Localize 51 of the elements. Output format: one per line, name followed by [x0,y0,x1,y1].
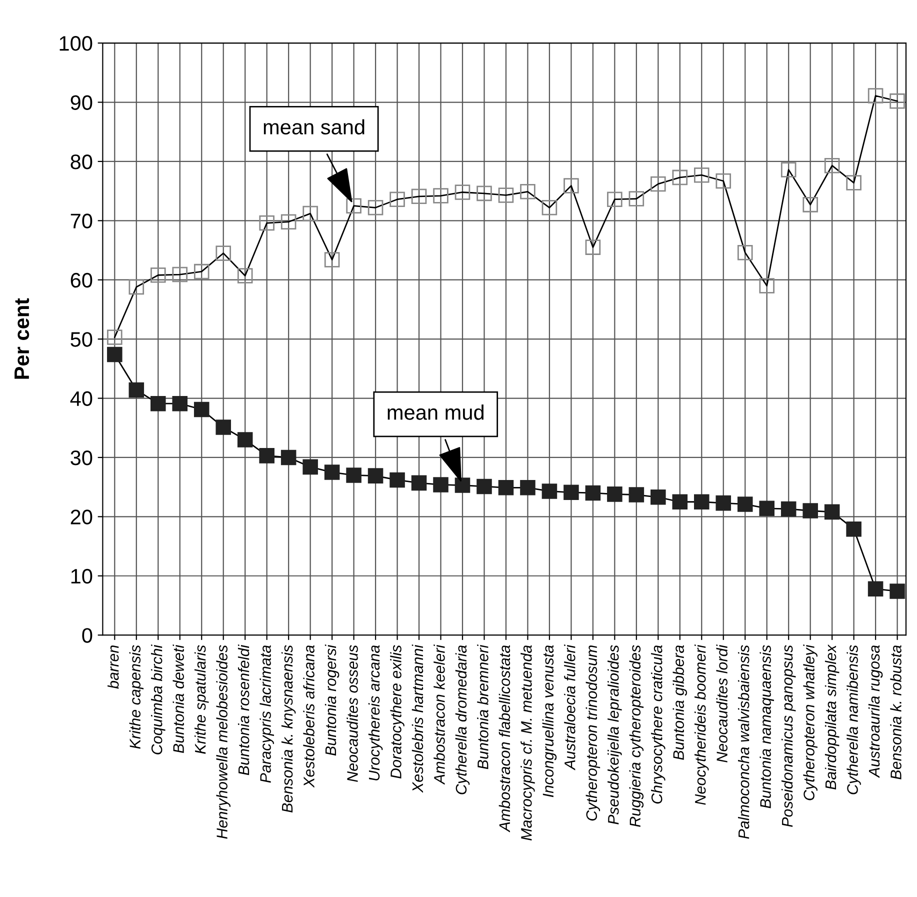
x-tick-label: Buntonia bremneri [477,644,488,770]
x-tick-label: Ambostracon keeleri [434,644,445,785]
x-tick-label: Neocaudites lordi [716,644,728,762]
y-tick-label: 0 [82,628,92,643]
y-tick-label: 20 [70,510,92,524]
x-tick-label: Chrysocythere craticula [651,645,666,804]
x-tick-label: Cytheropteron whatleyi [803,644,818,800]
y-tick-label: 90 [70,95,92,110]
x-tick-label: Krithe spatularis [194,645,209,754]
x-tick-label: Buntonia rosenfeldi [238,644,250,776]
x-tick-label: Bensonia k. robusta [890,645,902,780]
x-tick-label: Urocythereis arcana [368,645,383,780]
x-tick-label: Poseidonamicus panopsus [781,645,796,827]
y-tick-label: 100 [60,36,92,51]
x-tick-label: Neocytherideis boomeri [694,644,709,805]
annotation: mean sand [264,119,364,134]
x-tick-label: Xestoleberis africana [303,645,314,788]
x-tick-label: Buntonia deweti [172,644,184,754]
x-tick-label: Buntonia gibbera [672,645,688,760]
x-tick-label: barren [108,645,119,689]
x-tick-label: Neocaudites osseus [346,645,358,782]
y-tick-label: 30 [70,450,92,466]
x-tick-label: Xestolebris hartmanni [412,644,424,793]
y-axis-title: Per cent [14,298,30,379]
x-tick-label: Incongruellina venusta [542,645,557,798]
x-tick-label: Ambostracon flabellicostata [498,645,510,832]
x-tick-label: Bairdoppilata simplex [824,644,840,790]
x-tick-label: Austroaurila rugosa [868,645,883,778]
x-tick-label: Buntonia namaquaensis [760,645,774,808]
x-tick-label: Cytheropteron trinodosum [586,645,600,821]
y-tick-label: 40 [70,391,92,406]
x-tick-label: Cytherella namibensis [846,645,861,794]
annotation: mean mud [388,404,484,420]
y-tick-label: 10 [71,568,92,584]
y-tick-label: 50 [70,332,92,347]
x-tick-label: Krithe capensis [129,645,144,749]
x-tick-label: Ruggieria cytheropteroides [629,645,644,827]
x-tick-label: Australoecia fulleri [564,644,576,770]
x-tick-label: Pseudokeijella lepralioides [608,645,622,824]
x-tick-label: Doratocythere exilis [390,645,404,778]
x-tick-label: Buntonia rogersi [324,644,340,756]
x-tick-label: Bensonia k. knysnaensis [281,645,296,812]
y-tick-label: 70 [70,214,92,228]
x-tick-label: Henryhowella melobesioides [216,645,230,839]
x-tick-label: Palmoconcha walvisbaiensis [738,645,750,839]
y-tick-label: 60 [70,272,92,288]
x-tick-label: Macrocypris cf. M. metuenda [520,645,535,840]
y-tick-label: 80 [70,154,92,170]
x-tick-label: Paracypris lacrimata [260,645,274,783]
x-tick-label: Coquimba birchi [151,644,166,754]
x-tick-label: Cytherella dromedaria [455,645,470,794]
